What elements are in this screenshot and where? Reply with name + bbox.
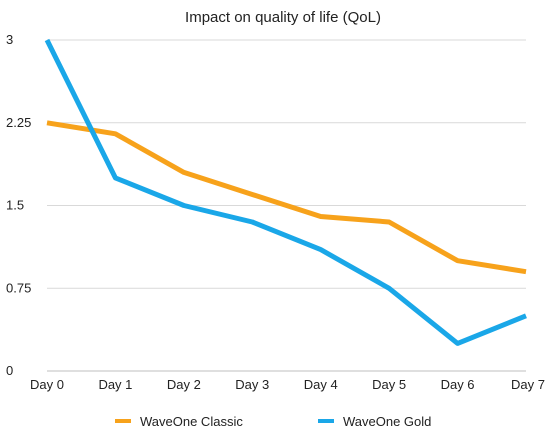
y-tick-label: 0 [6, 363, 13, 378]
series-line-gold [44, 38, 527, 346]
legend: WaveOne Classic WaveOne Gold [115, 414, 431, 429]
legend-label: WaveOne Gold [343, 414, 431, 429]
x-tick-label: Day 3 [235, 377, 269, 392]
series-lines [44, 38, 527, 346]
x-axis-tick-labels: Day 0 Day 1 Day 2 Day 3 Day 4 Day 5 Day 6 Day 7 [30, 377, 545, 392]
x-tick-label: Day 6 [441, 377, 475, 392]
x-tick-label: Day 2 [167, 377, 201, 392]
x-tick-label: Day 1 [98, 377, 132, 392]
x-tick-label: Day 4 [304, 377, 338, 392]
series-line-classic [46, 120, 527, 275]
x-tick-label: Day 5 [372, 377, 406, 392]
y-axis-tick-labels: 0 0.75 1.5 2.25 3 [6, 32, 31, 378]
chart-title: Impact on quality of life (QoL) [185, 9, 381, 26]
x-tick-label: Day 7 [511, 377, 545, 392]
y-tick-label: 0.75 [6, 280, 31, 295]
x-tick-label: Day 0 [30, 377, 64, 392]
y-tick-label: 2.25 [6, 115, 31, 130]
y-tick-label: 1.5 [6, 198, 24, 213]
y-tick-label: 3 [6, 32, 13, 47]
legend-label: WaveOne Classic [140, 414, 243, 429]
